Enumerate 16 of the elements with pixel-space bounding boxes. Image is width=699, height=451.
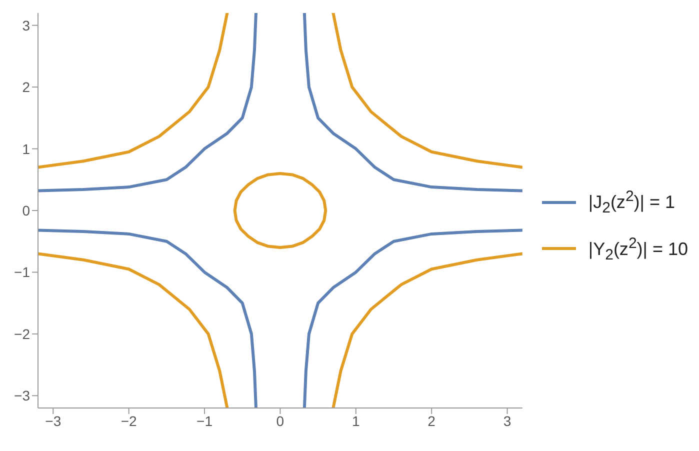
x-tick-label: −1 bbox=[196, 412, 213, 429]
x-tick-label: 2 bbox=[428, 412, 436, 429]
x-tick-label: 0 bbox=[276, 412, 284, 429]
legend-label: |Y$_{2}$(z$^{2}$)| = 10 bbox=[588, 234, 688, 264]
x-tick-label: −2 bbox=[120, 412, 138, 429]
y-tick-label: −2 bbox=[14, 326, 30, 342]
x-tick-label: 3 bbox=[503, 412, 512, 429]
y-tick-label: 1 bbox=[22, 140, 30, 157]
y-tick-label: −1 bbox=[14, 264, 30, 280]
x-tick-label: −3 bbox=[45, 412, 62, 429]
y-tick-label: −3 bbox=[14, 388, 30, 404]
legend-label: |J$_{2}$(z$^{2}$)| = 1 bbox=[588, 188, 675, 216]
x-tick-label: 1 bbox=[352, 412, 360, 429]
y-tick-label: 3 bbox=[22, 17, 30, 34]
y-tick-label: 2 bbox=[22, 79, 30, 96]
y-tick-label: 0 bbox=[22, 202, 30, 218]
